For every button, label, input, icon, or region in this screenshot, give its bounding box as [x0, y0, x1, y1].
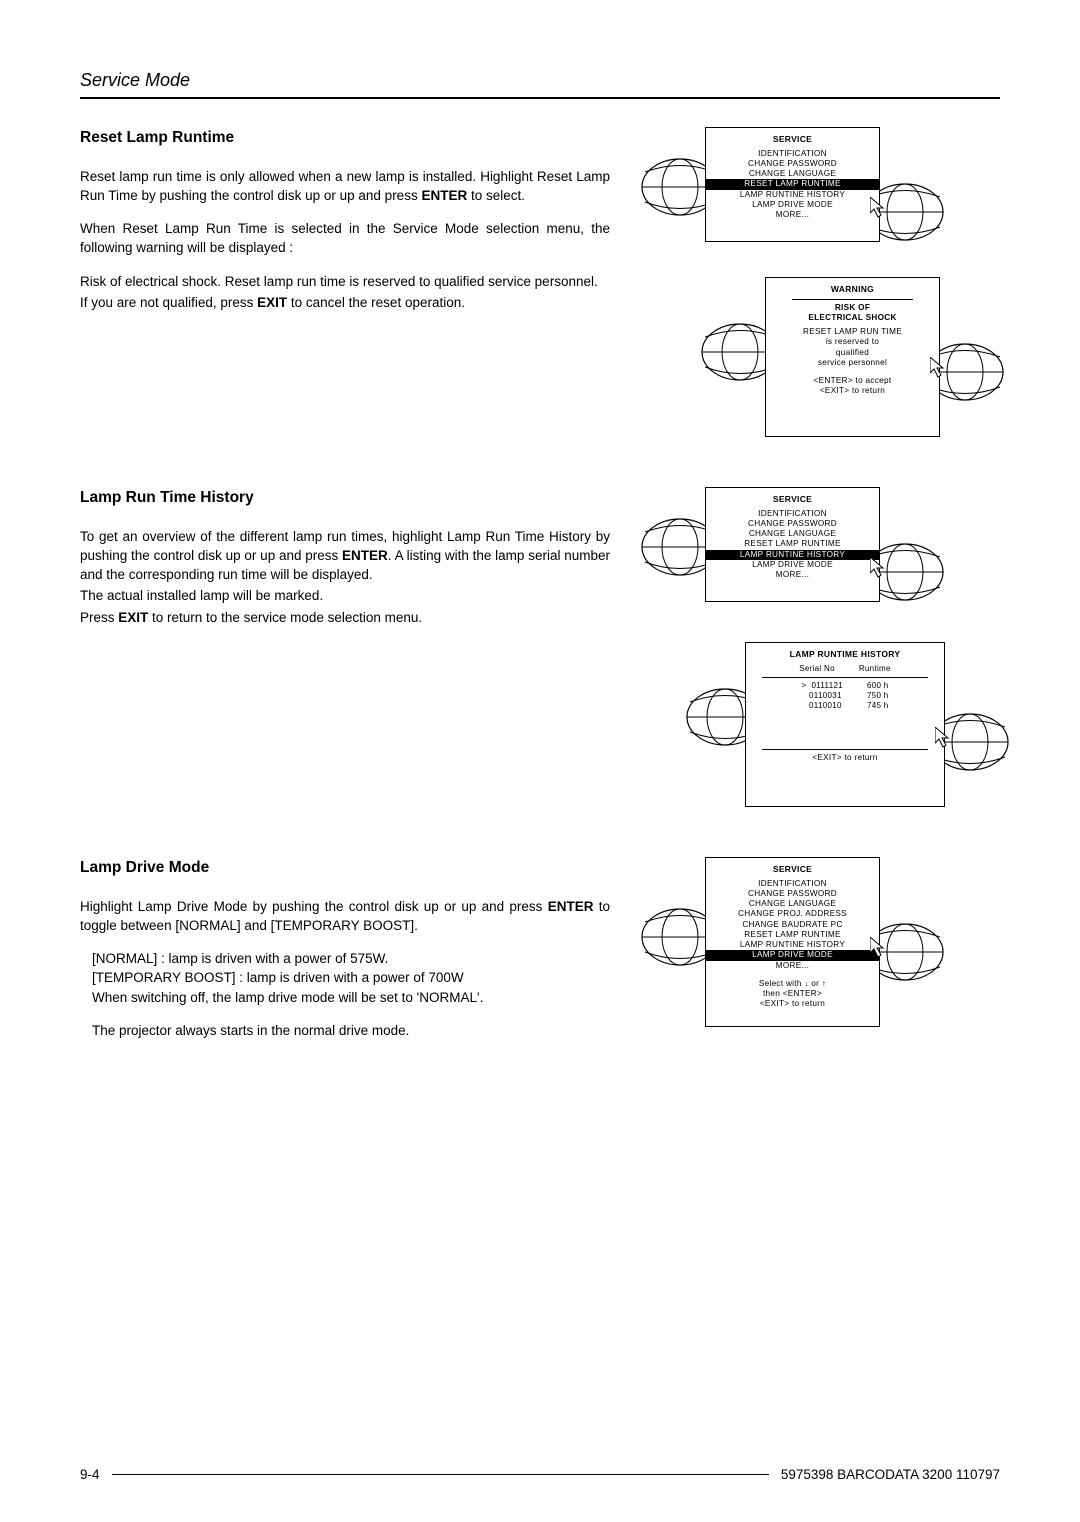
menu-item: LAMP RUNTINE HISTORY [706, 940, 879, 950]
para: Press EXIT to return to the service mode… [80, 608, 610, 627]
menu-item: CHANGE BAUDRATE PC [706, 920, 879, 930]
serial-col: > 0111121 0110031 0110010 [801, 681, 842, 711]
footer-rule [112, 1474, 769, 1475]
menu-title: SERVICE [706, 494, 879, 505]
para: Reset lamp run time is only allowed when… [80, 167, 610, 205]
para: The actual installed lamp will be marked… [80, 586, 610, 605]
col-serial: Serial No [799, 664, 835, 674]
kw-exit: EXIT [257, 295, 287, 310]
hist-title: LAMP RUNTIME HISTORY [746, 649, 944, 660]
cursor-icon [935, 727, 951, 749]
divider [762, 749, 928, 750]
menu-item: CHANGE LANGUAGE [706, 899, 879, 909]
warn-risk: RISK OF [766, 303, 939, 313]
figure-drive: SERVICE IDENTIFICATION CHANGE PASSWORD C… [640, 857, 1000, 1057]
warn-line: service personnel [766, 358, 939, 368]
divider [762, 677, 928, 678]
para: When switching off, the lamp drive mode … [92, 988, 610, 1007]
cursor-icon [870, 557, 886, 579]
warn-line: is reserved to [766, 337, 939, 347]
menu-item-selected: RESET LAMP RUNTIME [706, 179, 879, 189]
menu-title: SERVICE [706, 134, 879, 145]
t: to cancel the reset operation. [287, 295, 465, 310]
menu-item: CHANGE PASSWORD [706, 159, 879, 169]
menu-item: CHANGE PASSWORD [706, 519, 879, 529]
menu-item: RESET LAMP RUNTIME [706, 539, 879, 549]
history-panel: LAMP RUNTIME HISTORY Serial No Runtime >… [745, 642, 945, 807]
footer-doc: 5975398 BARCODATA 3200 110797 [781, 1467, 1000, 1482]
service-menu-panel: SERVICE IDENTIFICATION CHANGE PASSWORD C… [705, 127, 880, 242]
warn-risk: ELECTRICAL SHOCK [766, 313, 939, 323]
section-reset-lamp: Reset Lamp Runtime Reset lamp run time i… [80, 127, 1000, 447]
warn-title: WARNING [766, 284, 939, 295]
footer-page: 9-4 [80, 1467, 100, 1482]
t: If you are not qualified, press [80, 295, 257, 310]
warning-panel: WARNING RISK OF ELECTRICAL SHOCK RESET L… [765, 277, 940, 437]
title-rule [80, 97, 1000, 99]
col-runtime: Runtime [859, 664, 891, 674]
menu-item: CHANGE PASSWORD [706, 889, 879, 899]
divider [792, 299, 913, 300]
service-menu-panel: SERVICE IDENTIFICATION CHANGE PASSWORD C… [705, 857, 880, 1027]
warn-line: <EXIT> to return [766, 386, 939, 396]
drive-line: then <ENTER> [706, 989, 879, 999]
kw-exit: EXIT [118, 610, 148, 625]
heading-reset: Reset Lamp Runtime [80, 127, 610, 149]
menu-item: CHANGE PROJ. ADDRESS [706, 909, 879, 919]
menu-title: SERVICE [706, 864, 879, 875]
menu-item-selected: LAMP DRIVE MODE [706, 950, 879, 960]
menu-item: CHANGE LANGUAGE [706, 169, 879, 179]
menu-item: CHANGE LANGUAGE [706, 529, 879, 539]
para: [TEMPORARY BOOST] : lamp is driven with … [92, 968, 610, 987]
menu-item: LAMP RUNTINE HISTORY [706, 190, 879, 200]
menu-item: IDENTIFICATION [706, 149, 879, 159]
kw-enter: ENTER [342, 548, 388, 563]
warn-line: <ENTER> to accept [766, 376, 939, 386]
page-title: Service Mode [80, 70, 1000, 91]
para: If you are not qualified, press EXIT to … [80, 293, 610, 312]
drive-line: <EXIT> to return [706, 999, 879, 1009]
menu-item: MORE... [706, 961, 879, 971]
figure-history: SERVICE IDENTIFICATION CHANGE PASSWORD C… [640, 487, 1000, 817]
t: Highlight Lamp Drive Mode by pushing the… [80, 899, 548, 914]
kw-enter: ENTER [548, 899, 594, 914]
cursor-icon [870, 937, 886, 959]
warn-line: qualified [766, 348, 939, 358]
hist-rows: > 0111121 0110031 0110010 600 h 750 h 74… [746, 681, 944, 711]
cursor-icon [930, 357, 946, 379]
section-history: Lamp Run Time History To get an overview… [80, 487, 1000, 817]
footer: 9-4 5975398 BARCODATA 3200 110797 [80, 1467, 1000, 1482]
hist-header: Serial No Runtime [746, 664, 944, 674]
kw-enter: ENTER [421, 188, 467, 203]
menu-item-selected: LAMP RUNTINE HISTORY [706, 550, 879, 560]
para: When Reset Lamp Run Time is selected in … [80, 219, 610, 257]
menu-item: MORE... [706, 570, 879, 580]
para: The projector always starts in the norma… [92, 1021, 610, 1040]
para: Risk of electrical shock. Reset lamp run… [80, 272, 610, 291]
para: [NORMAL] : lamp is driven with a power o… [92, 949, 610, 968]
heading-drive: Lamp Drive Mode [80, 857, 610, 879]
section-drive-mode: Lamp Drive Mode Highlight Lamp Drive Mod… [80, 857, 1000, 1057]
t: to return to the service mode selection … [148, 610, 422, 625]
t: Press [80, 610, 118, 625]
drive-line: Select with ↓ or ↑ [706, 979, 879, 989]
menu-item: RESET LAMP RUNTIME [706, 930, 879, 940]
figure-reset: SERVICE IDENTIFICATION CHANGE PASSWORD C… [640, 127, 1000, 447]
service-menu-panel: SERVICE IDENTIFICATION CHANGE PASSWORD C… [705, 487, 880, 602]
t: to select. [467, 188, 525, 203]
menu-item: LAMP DRIVE MODE [706, 200, 879, 210]
hist-exit: <EXIT> to return [746, 753, 944, 763]
heading-history: Lamp Run Time History [80, 487, 610, 509]
warn-line: RESET LAMP RUN TIME [766, 327, 939, 337]
para: Highlight Lamp Drive Mode by pushing the… [80, 897, 610, 935]
cursor-icon [870, 197, 886, 219]
menu-item: IDENTIFICATION [706, 509, 879, 519]
para: To get an overview of the different lamp… [80, 527, 610, 584]
menu-item: IDENTIFICATION [706, 879, 879, 889]
t: Reset lamp run time is only allowed when… [80, 169, 610, 203]
menu-item: MORE... [706, 210, 879, 220]
runtime-col: 600 h 750 h 745 h [867, 681, 889, 711]
menu-item: LAMP DRIVE MODE [706, 560, 879, 570]
